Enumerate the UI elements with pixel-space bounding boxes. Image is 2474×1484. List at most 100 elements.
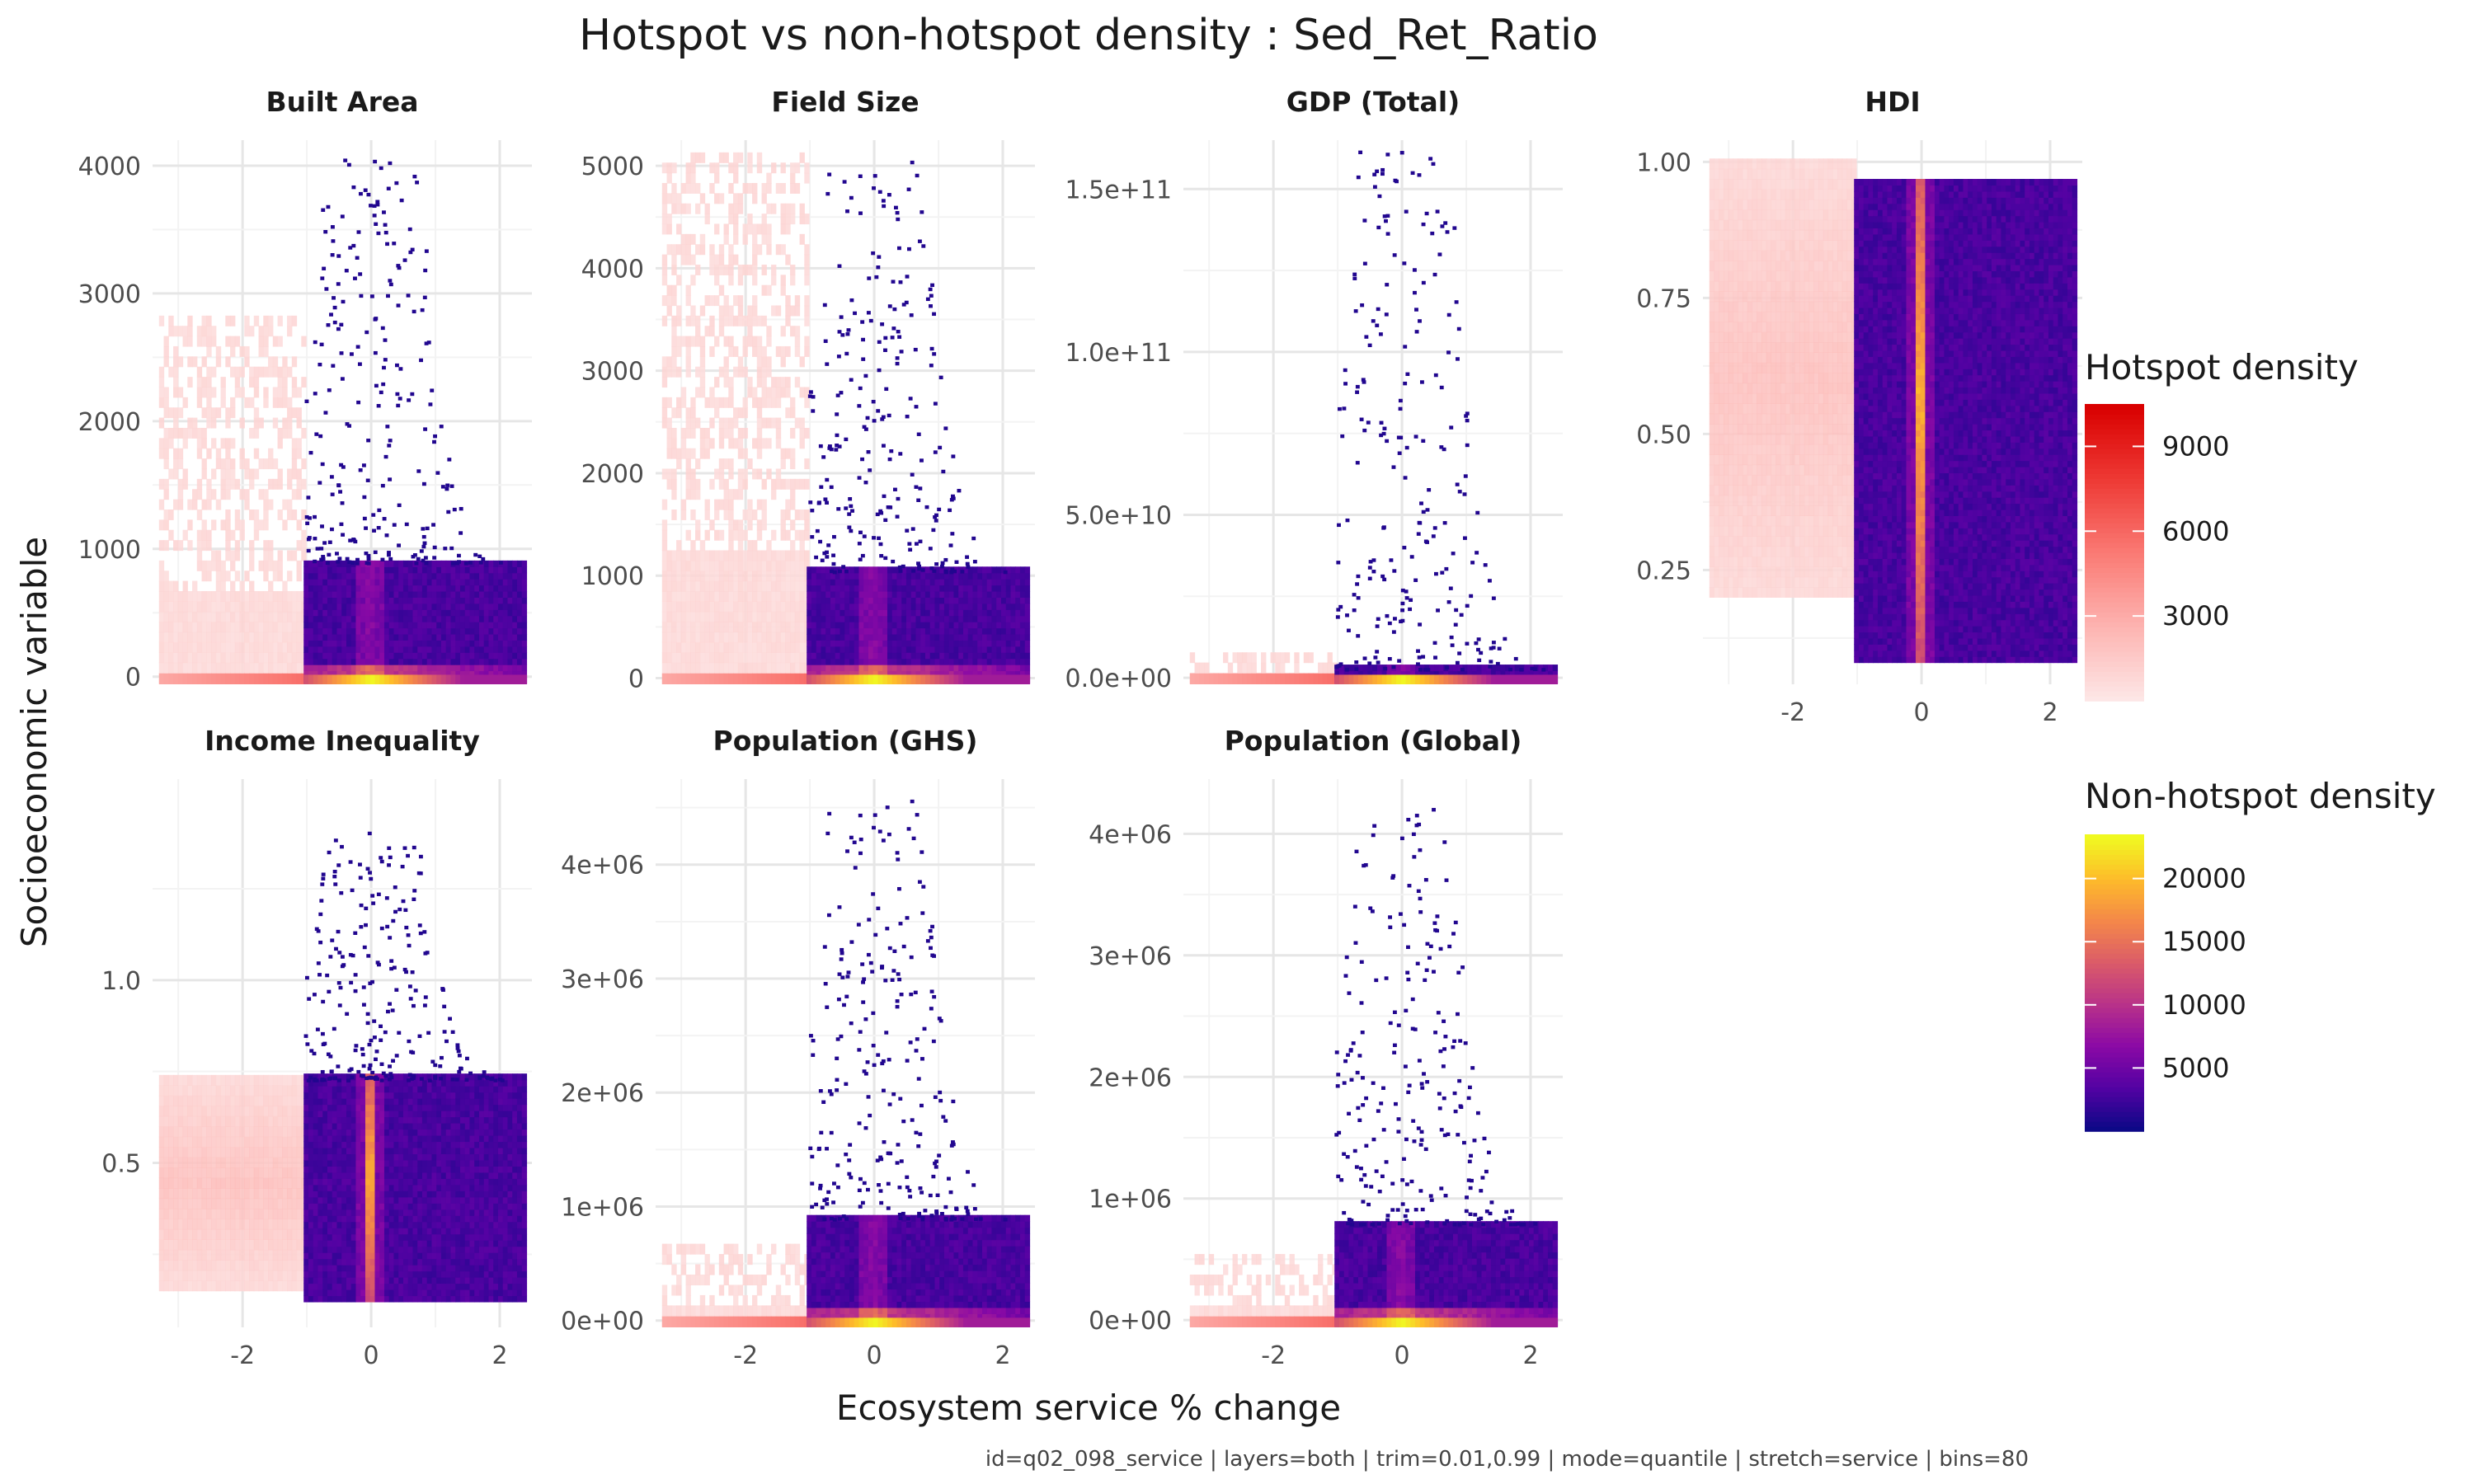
nonhotspot-bin: [939, 591, 944, 598]
nonhotspot-bin: [868, 628, 873, 635]
nonhotspot-bin: [958, 674, 963, 684]
nonhotspot-bin: [822, 552, 826, 555]
nonhotspot-bin: [341, 634, 346, 641]
hotspot-bin: [781, 632, 786, 642]
hotspot-bin: [1710, 403, 1714, 414]
hotspot-bin: [766, 550, 771, 561]
nonhotspot-bin: [930, 622, 935, 628]
hotspot-bin: [790, 540, 795, 551]
nonhotspot-bin: [407, 294, 411, 297]
hotspot-bin: [724, 316, 729, 326]
hotspot-bin: [244, 397, 249, 408]
nonhotspot-bin: [423, 296, 427, 299]
hotspot-bin: [159, 540, 164, 551]
nonhotspot-bin: [840, 609, 844, 616]
hotspot-bin: [216, 663, 221, 674]
nonhotspot-bin: [403, 561, 408, 567]
nonhotspot-bin: [982, 573, 987, 580]
nonhotspot-bin: [868, 616, 873, 622]
nonhotspot-bin: [379, 561, 384, 567]
nonhotspot-bin: [1385, 283, 1389, 286]
nonhotspot-bin: [906, 597, 911, 603]
hotspot-bin: [781, 448, 786, 459]
nonhotspot-bin: [503, 628, 508, 635]
nonhotspot-bin: [484, 585, 489, 592]
hotspot-bin: [709, 326, 714, 336]
nonhotspot-bin: [346, 585, 351, 592]
hotspot-bin: [771, 581, 776, 592]
hotspot-bin: [221, 519, 226, 530]
nonhotspot-bin: [474, 659, 479, 665]
nonhotspot-bin: [968, 603, 973, 610]
hotspot-bin: [771, 571, 776, 581]
hotspot-bin: [785, 387, 790, 397]
nonhotspot-bin: [958, 634, 963, 641]
nonhotspot-bin: [977, 628, 982, 635]
nonhotspot-bin: [474, 628, 479, 635]
nonhotspot-bin: [877, 665, 882, 671]
hotspot-bin: [790, 458, 795, 469]
hotspot-bin: [785, 601, 790, 612]
nonhotspot-bin: [512, 609, 517, 616]
nonhotspot-bin: [925, 652, 930, 659]
hotspot-bin: [719, 193, 724, 204]
nonhotspot-bin: [408, 634, 413, 641]
nonhotspot-bin: [968, 597, 973, 603]
nonhotspot-bin: [517, 561, 522, 567]
hotspot-bin: [681, 234, 686, 245]
hotspot-bin: [1733, 475, 1738, 486]
nonhotspot-bin: [892, 652, 897, 659]
nonhotspot-bin: [932, 312, 936, 316]
hotspot-bin: [804, 244, 809, 255]
nonhotspot-bin: [1020, 628, 1025, 635]
hotspot-bin: [700, 367, 705, 378]
nonhotspot-bin: [821, 616, 825, 622]
hotspot-bin: [1195, 674, 1200, 684]
nonhotspot-bin: [450, 659, 455, 665]
nonhotspot-bin: [996, 609, 1001, 616]
nonhotspot-bin: [896, 634, 901, 641]
nonhotspot-bin: [398, 616, 403, 622]
hotspot-bin: [1280, 674, 1285, 684]
hotspot-bin: [1724, 434, 1729, 444]
nonhotspot-bin: [1453, 674, 1458, 684]
hotspot-bin: [700, 438, 705, 448]
hotspot-bin: [1729, 587, 1733, 598]
hotspot-bin: [781, 223, 786, 234]
hotspot-bin: [1738, 302, 1743, 312]
nonhotspot-bin: [882, 573, 887, 580]
hotspot-bin: [1714, 526, 1719, 537]
nonhotspot-bin: [1015, 640, 1020, 646]
hotspot-bin: [686, 479, 691, 490]
nonhotspot-bin: [877, 640, 882, 646]
hotspot-bin: [1733, 454, 1738, 465]
nonhotspot-bin: [446, 640, 451, 646]
nonhotspot-bin: [455, 640, 460, 646]
hotspot-bin: [747, 183, 752, 194]
nonhotspot-bin: [379, 585, 384, 592]
nonhotspot-bin: [934, 562, 938, 566]
nonhotspot-bin: [863, 603, 868, 610]
nonhotspot-bin: [929, 304, 933, 308]
nonhotspot-bin: [991, 566, 996, 573]
nonhotspot-bin: [377, 526, 381, 529]
hotspot-bin: [695, 418, 700, 429]
nonhotspot-bin: [403, 646, 408, 653]
hotspot-bin: [297, 479, 302, 490]
hotspot-bin: [1247, 663, 1252, 674]
nonhotspot-bin: [403, 659, 408, 665]
nonhotspot-bin: [1418, 655, 1422, 659]
hotspot-bin: [254, 418, 259, 429]
hotspot-bin: [263, 336, 268, 347]
nonhotspot-bin: [1382, 674, 1387, 684]
hotspot-bin: [159, 663, 164, 674]
nonhotspot-bin: [863, 652, 868, 659]
nonhotspot-bin: [360, 585, 365, 592]
nonhotspot-bin: [498, 579, 503, 585]
nonhotspot-bin: [313, 622, 318, 628]
hotspot-bin: [771, 418, 776, 429]
nonhotspot-bin: [854, 652, 859, 659]
nonhotspot-bin: [835, 659, 840, 665]
hotspot-bin: [667, 193, 672, 204]
nonhotspot-bin: [807, 566, 811, 573]
